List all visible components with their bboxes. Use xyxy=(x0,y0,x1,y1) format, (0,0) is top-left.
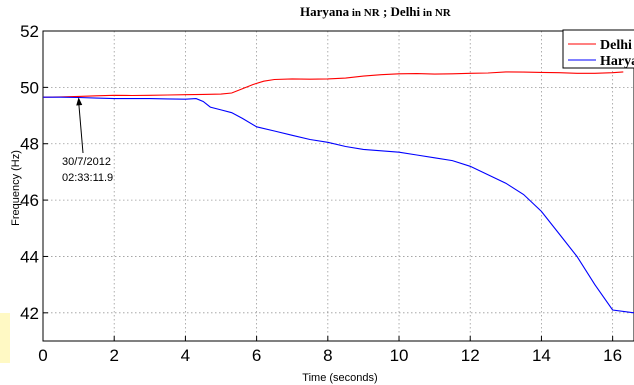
annotation-arrow-head xyxy=(76,97,83,106)
title-suffix-1: in NR xyxy=(349,7,381,19)
x-axis-label: Time (seconds) xyxy=(302,372,377,384)
x-tick-label: 6 xyxy=(252,346,261,365)
series-lines xyxy=(42,71,634,314)
legend: Delhi Haryana xyxy=(562,29,634,69)
y-tick-label: 50 xyxy=(20,78,39,97)
legend-label-delhi: Delhi xyxy=(600,38,632,53)
y-axis-label: Frequency (Hz) xyxy=(10,150,22,226)
title-separator: ; xyxy=(380,4,391,19)
y-tick-label: 42 xyxy=(20,304,39,323)
series-line-haryana xyxy=(43,96,634,314)
annotation-arrow-line xyxy=(78,101,84,154)
x-tick-label: 10 xyxy=(390,346,409,365)
y-tick-label: 48 xyxy=(20,135,39,154)
legend-label-haryana: Haryana xyxy=(600,54,634,69)
series-line-delhi xyxy=(42,71,624,98)
x-tick-label: 16 xyxy=(603,346,622,365)
x-tick-label: 0 xyxy=(38,346,47,365)
x-tick-label: 4 xyxy=(181,346,190,365)
annotation: 30/7/2012 02:33:11.9 xyxy=(62,97,113,184)
title-part-delhi: Delhi xyxy=(391,4,421,19)
legend-box xyxy=(562,29,634,69)
yellow-highlight-strip xyxy=(0,313,10,363)
annotation-date: 30/7/2012 xyxy=(62,156,111,168)
title-part-haryana: Haryana xyxy=(300,4,350,19)
x-tick-label: 8 xyxy=(323,346,332,365)
annotation-time: 02:33:11.9 xyxy=(62,172,113,184)
x-tick-label: 2 xyxy=(109,346,118,365)
x-tick-label: 12 xyxy=(461,346,480,365)
title-suffix-2: in NR xyxy=(420,7,452,19)
y-tick-label: 52 xyxy=(20,22,39,41)
chart-title: Haryana in NR ; Delhi in NR xyxy=(300,4,452,19)
grid xyxy=(43,31,634,341)
y-tick-label: 46 xyxy=(20,191,39,210)
y-tick-label: 44 xyxy=(20,247,39,266)
plot-area xyxy=(42,30,634,342)
x-tick-label: 14 xyxy=(532,346,551,365)
